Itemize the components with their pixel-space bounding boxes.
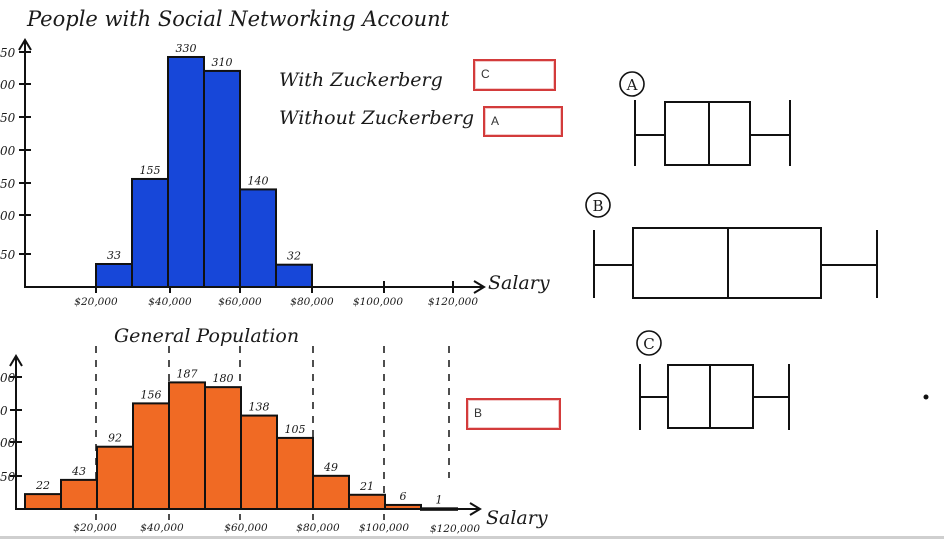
boxplot-b: B [585,192,878,299]
bottom-bar-value-label: 21 [359,480,374,493]
bottom-bar [420,507,458,511]
legend-without-zuckerberg: Without Zuckerberg [279,107,474,129]
boxplot-label-circle [619,71,645,97]
top-bar [275,263,313,289]
bottom-xtick-label: $40,000 [140,522,184,534]
top-y-tick-labels: 50 00 50 00 50 00 50 [0,46,16,262]
answer-input-with-zuckerberg[interactable]: C [473,59,556,91]
top-chart-title: People with Social Networking Account [26,7,450,31]
bottom-y-axis [9,354,23,510]
answer-input-general-population[interactable]: B [466,398,561,430]
page-bottom-border [0,536,944,539]
bottom-chart-title: General Population [114,325,299,347]
boxplot-label-circle [636,330,662,356]
answer-input-without-zuckerberg[interactable]: A [483,106,563,137]
top-xtick-label: $40,000 [148,296,192,308]
bottom-ytick-label: 0 [0,404,8,418]
top-xtick-label: $20,000 [74,296,118,308]
top-ytick-label: 50 [0,46,16,60]
top-bar-value-label: 330 [176,42,197,55]
top-y-ticks [19,51,31,255]
boxplot-c: C [636,330,790,430]
boxplot-label: A [626,76,638,94]
bottom-bar [60,478,98,511]
bottom-bar-value-label: 6 [400,490,407,503]
top-bar-value-label: 155 [140,164,161,177]
stray-dot [923,394,929,400]
bottom-y-tick-labels: 00 0 00 50 [0,371,16,484]
top-bar-value-label: 140 [248,174,269,187]
top-ytick-label: 50 [0,177,16,191]
bottom-bar-value-label: 22 [35,479,50,492]
top-bar [131,177,169,288]
bottom-bar [96,445,134,511]
bottom-xtick-label: $80,000 [296,522,340,534]
bottom-bar-value-label: 105 [285,423,306,436]
bottom-bar-value-label: 43 [71,465,86,478]
bottom-bar-value-label: 92 [108,432,122,445]
top-ytick-label: 00 [0,209,16,223]
legend-with-zuckerberg: With Zuckerberg [279,69,443,91]
top-ytick-label: 00 [0,144,16,158]
top-bar [95,262,133,288]
bottom-bar [132,402,170,510]
top-bar [239,188,277,288]
top-xtick-label: $100,000 [353,296,403,308]
bottom-y-ticks [10,376,22,477]
bottom-xtick-label: $120,000 [430,523,480,535]
bottom-bar-value-label: 1 [436,493,443,506]
bottom-bar [240,414,278,511]
bottom-bar [204,386,242,511]
bottom-bar [24,493,62,510]
top-x-tick-labels: $20,000 $40,000 $60,000 $80,000 $100,000… [74,296,478,308]
boxplot-a: A [619,71,791,166]
top-bar-value-label: 32 [287,250,301,263]
top-xtick-label: $120,000 [428,296,478,308]
bottom-bar-value-label: 180 [213,372,234,385]
top-bar [203,69,241,289]
bottom-xtick-label: $20,000 [73,522,117,534]
top-y-axis [18,38,32,288]
bottom-bar [312,474,350,510]
bottom-bar-value-label: 138 [249,401,270,414]
bottom-xtick-label: $60,000 [224,522,268,534]
bottom-x-axis-label: Salary [486,507,548,529]
boxplot-label: C [643,335,654,353]
bottom-ytick-label: 00 [0,436,16,450]
bottom-bar [384,503,422,510]
top-bar [167,55,205,288]
top-xtick-label: $60,000 [218,296,262,308]
top-bars: 33 155 330 310 140 32 [95,42,313,289]
top-bar-value-label: 33 [107,249,121,262]
bottom-bar-value-label: 49 [323,461,338,474]
boxplot-label-circle [585,192,611,218]
bottom-ytick-label: 00 [0,371,16,385]
top-ytick-label: 50 [0,248,16,262]
top-bar-value-label: 310 [212,56,233,69]
top-x-axis-label: Salary [488,272,550,294]
top-xtick-label: $80,000 [290,296,334,308]
bottom-bar-value-label: 187 [177,367,198,380]
bottom-ytick-label: 50 [0,470,16,484]
bottom-bar [348,493,386,510]
top-ytick-label: 00 [0,78,16,92]
bottom-bar [276,436,314,511]
bottom-bar [168,381,206,510]
top-ytick-label: 50 [0,111,16,125]
bottom-x-tick-labels: $20,000 $40,000 $60,000 $80,000 $100,000… [73,522,480,535]
boxplot-label: B [592,197,603,215]
bottom-xtick-label: $100,000 [359,522,409,534]
bottom-bar-value-label: 156 [141,388,162,401]
bottom-bars: 22 43 92 156 187 180 138 105 49 21 6 1 [24,367,458,511]
